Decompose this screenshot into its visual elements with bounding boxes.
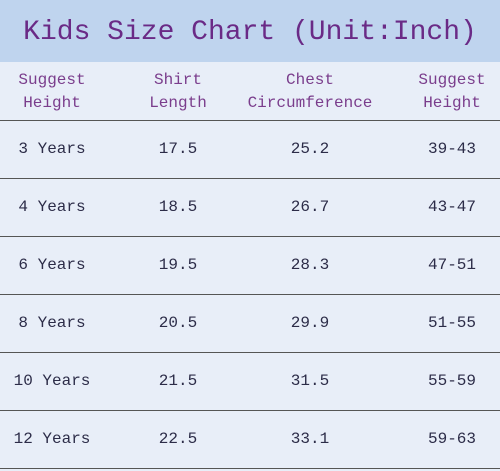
header-line: Suggest [18, 71, 86, 89]
title: Kids Size Chart (Unit:Inch) [23, 17, 477, 48]
row-divider [0, 468, 500, 469]
table-cell: 6 Years [18, 256, 86, 274]
column-header: Shirt Length [108, 69, 248, 115]
table-cell: 31.5 [290, 372, 330, 390]
table-cell: 17.5 [158, 140, 198, 158]
table-cell: 3 Years [18, 140, 86, 158]
row-divider [0, 236, 500, 237]
table-cell: 55-59 [427, 372, 476, 390]
table-cell: 59-63 [427, 430, 476, 448]
column-header: Suggest Height [0, 69, 122, 115]
table-cell: 43-47 [427, 198, 476, 216]
table-cell: 18.5 [158, 198, 198, 216]
table-cell: 22.5 [158, 430, 198, 448]
row-divider [0, 294, 500, 295]
header-line: Suggest [418, 71, 486, 89]
table-cell: 26.7 [290, 198, 330, 216]
table-cell: 28.3 [290, 256, 330, 274]
table-cell: 8 Years [18, 314, 86, 332]
table-cell: 21.5 [158, 372, 198, 390]
column-header: Chest Circumference [240, 69, 380, 115]
header-line: Shirt [153, 71, 202, 89]
header-line: Chest [285, 71, 334, 89]
table-cell: 33.1 [290, 430, 330, 448]
header-line: Height [23, 94, 81, 112]
row-divider [0, 410, 500, 411]
table-cell: 25.2 [290, 140, 330, 158]
table-cell: 20.5 [158, 314, 198, 332]
table-cell: 4 Years [18, 198, 86, 216]
table-cell: 19.5 [158, 256, 198, 274]
table-cell: 29.9 [290, 314, 330, 332]
header-line: Height [423, 94, 481, 112]
row-divider [0, 120, 500, 121]
table-cell: 10 Years [13, 372, 91, 390]
table-cell: 47-51 [427, 256, 476, 274]
title-band [0, 0, 500, 62]
row-divider [0, 178, 500, 179]
header-line: Circumference [247, 94, 373, 112]
header-line: Length [149, 94, 207, 112]
table-cell: 51-55 [427, 314, 476, 332]
table-cell: 39-43 [427, 140, 476, 158]
table-cell: 12 Years [13, 430, 91, 448]
column-header: Suggest Height [382, 69, 500, 115]
row-divider [0, 352, 500, 353]
